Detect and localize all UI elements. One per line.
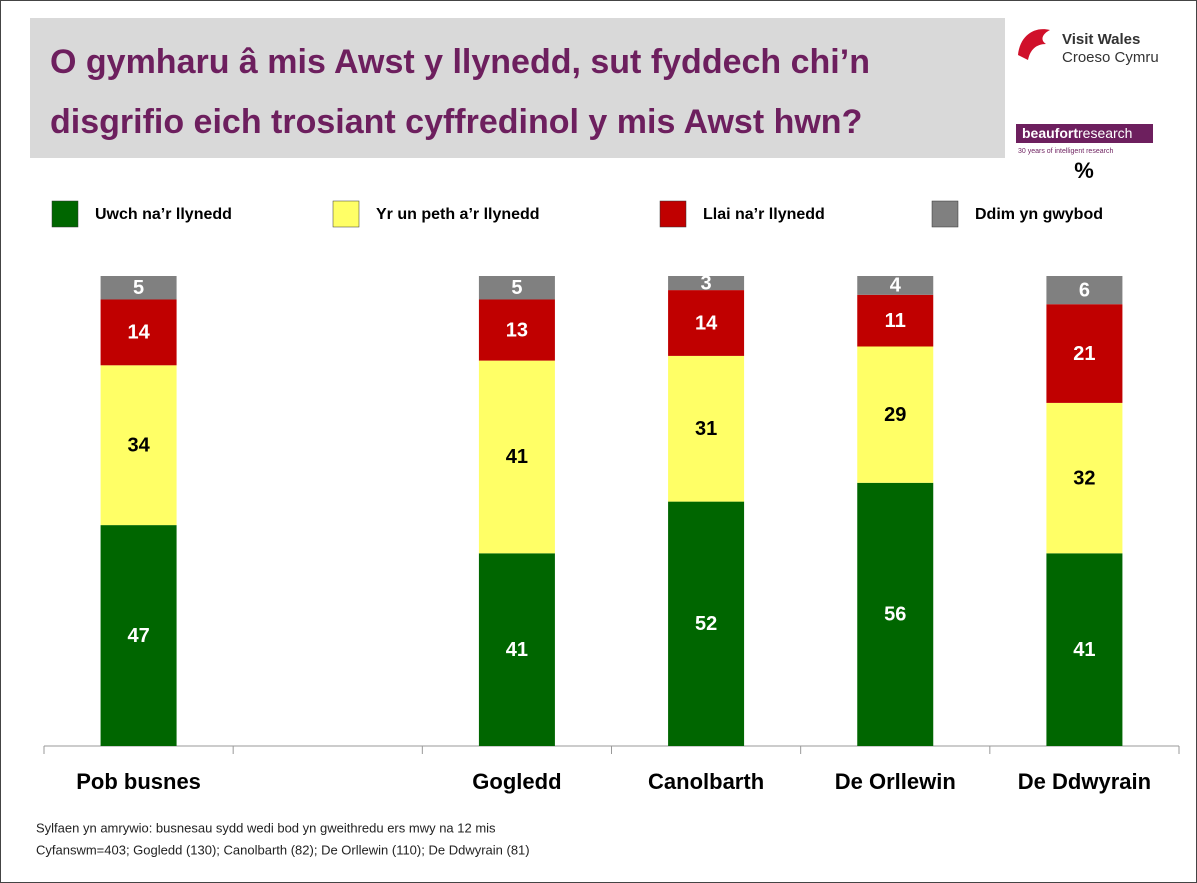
data-label: 47	[127, 625, 149, 647]
data-label: 32	[1073, 467, 1095, 489]
bar-segment	[478, 276, 555, 300]
data-label: 29	[884, 404, 906, 426]
data-label: 52	[695, 613, 717, 635]
bar-segment	[857, 482, 934, 746]
x-tick-label: De Ddwyrain	[1018, 769, 1151, 794]
legend-swatch	[931, 200, 959, 228]
bar-segment	[1046, 276, 1123, 305]
footnote: Cyfanswm=403; Gogledd (130); Canolbarth …	[36, 842, 530, 857]
x-tick-label: Gogledd	[472, 769, 561, 794]
data-label: 41	[1073, 639, 1095, 661]
bar-segment	[1046, 402, 1123, 554]
legend-swatch	[659, 200, 687, 228]
chart-title: O gymharu â mis Awst y llynedd, sut fydd…	[50, 43, 870, 81]
logo-band	[1016, 124, 1153, 143]
title-box	[30, 18, 1005, 158]
legend-label: Llai na’r llynedd	[703, 206, 825, 223]
data-label: 14	[695, 312, 718, 334]
logo-tagline: 30 years of intelligent research	[1018, 148, 1113, 155]
bar-segment	[668, 290, 745, 356]
bar-segment	[100, 525, 177, 746]
data-label: 31	[695, 418, 717, 440]
data-label: 11	[885, 310, 906, 332]
data-label: 13	[506, 319, 528, 341]
chart-title: disgrifio eich trosiant cyffredinol y mi…	[50, 103, 862, 141]
legend-label: Yr un peth a’r llynedd	[376, 206, 540, 223]
bar-segment	[1046, 553, 1123, 746]
bar-segment	[100, 299, 177, 366]
bar-segment	[478, 553, 555, 746]
data-label: 14	[127, 322, 150, 344]
data-label: 41	[506, 639, 528, 661]
legend-swatch	[332, 200, 360, 228]
logo-text: Visit Wales	[1062, 31, 1140, 48]
unit-label: %	[1074, 158, 1094, 183]
data-label: 6	[1079, 279, 1090, 301]
data-label: 5	[511, 277, 522, 299]
bar-segment	[478, 299, 555, 361]
logo-brand: beaufortresearch	[1022, 125, 1132, 141]
bar-segment	[668, 355, 745, 502]
bar-segment	[100, 276, 177, 300]
bar-segment	[668, 276, 745, 291]
bar-segment	[857, 276, 934, 295]
bar-segment	[100, 365, 177, 526]
data-label: 41	[506, 446, 528, 468]
bar-segment	[478, 360, 555, 554]
data-label: 21	[1073, 343, 1095, 365]
logo-icon	[1018, 29, 1050, 60]
bar-segment	[857, 346, 934, 483]
x-tick-label: Pob busnes	[76, 769, 201, 794]
legend-label: Uwch na’r llynedd	[95, 206, 232, 223]
footnote: Sylfaen yn amrywio: busnesau sydd wedi b…	[36, 820, 496, 835]
legend-swatch	[51, 200, 79, 228]
logo-text: Croeso Cymru	[1062, 49, 1159, 66]
logo-brand-bold: beaufort	[1022, 125, 1078, 141]
data-label: 4	[890, 275, 902, 297]
x-tick-label: De Orllewin	[835, 769, 956, 794]
data-label: 56	[884, 604, 906, 626]
bar-segment	[857, 294, 934, 347]
legend-label: Ddim yn gwybod	[975, 206, 1103, 223]
data-label: 3	[701, 272, 712, 294]
logo-brand-light: research	[1078, 125, 1132, 141]
bar-segment	[1046, 304, 1123, 403]
x-tick-label: Canolbarth	[648, 769, 764, 794]
data-label: 5	[133, 277, 144, 299]
bar-segment	[668, 501, 745, 746]
data-label: 34	[127, 434, 150, 456]
